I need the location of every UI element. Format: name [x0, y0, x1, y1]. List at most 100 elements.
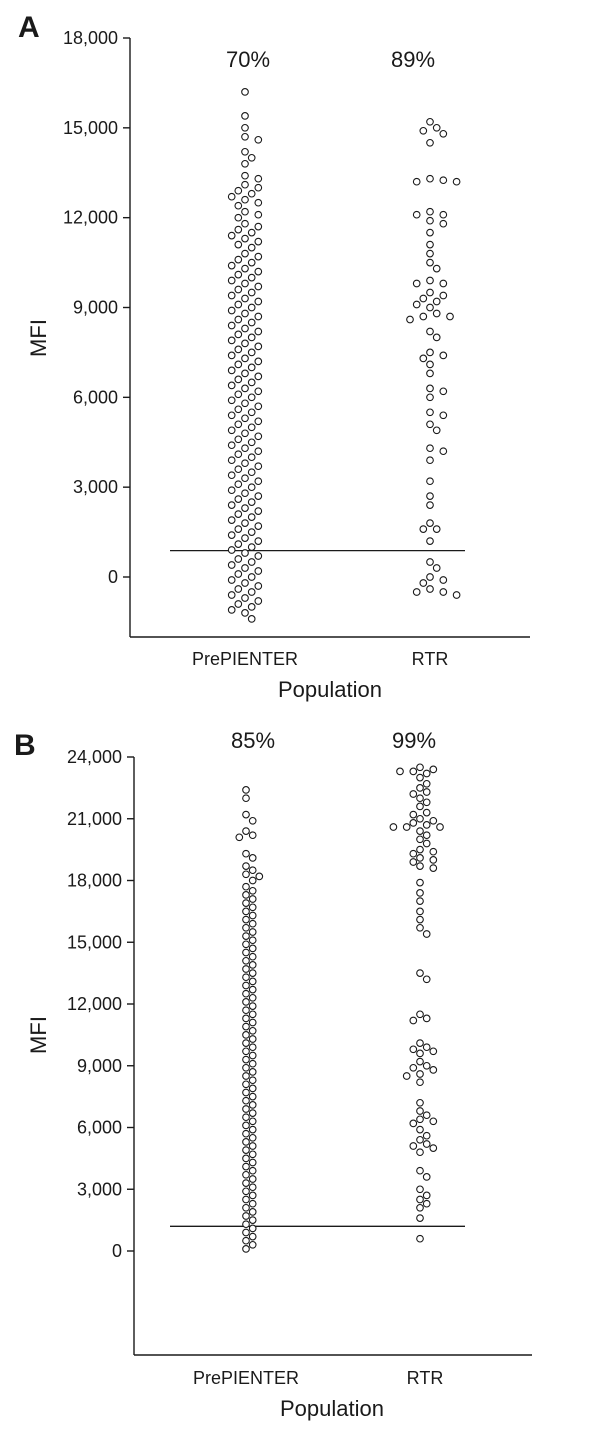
- panel-a-point-prepienter: [254, 417, 263, 426]
- panel-a-point-prepienter: [247, 513, 256, 521]
- panel-a-point-rtr: [419, 579, 428, 587]
- panel-b-point-prepienter: [248, 895, 257, 903]
- panel-a-point-prepienter: [247, 483, 256, 492]
- panel-a-point-prepienter: [254, 267, 263, 276]
- panel-a-point-prepienter: [241, 489, 249, 498]
- panel-b-point-rtr: [416, 814, 424, 823]
- panel-a-point-rtr: [419, 312, 428, 321]
- panel-b-point-rtr: [429, 816, 438, 825]
- panel-a-point-rtr: [426, 492, 434, 500]
- panel-a-point-prepienter: [254, 567, 263, 575]
- panel-b-point-rtr: [416, 1039, 424, 1047]
- panel-b-point-rtr: [416, 763, 424, 772]
- panel-a-point-prepienter: [247, 189, 256, 198]
- panel-a-point-rtr: [452, 177, 461, 186]
- panel-b-point-prepienter: [248, 1158, 257, 1167]
- panel-b-point-prepienter: [248, 831, 257, 840]
- panel-a-point-prepienter: [241, 384, 249, 393]
- panel-b-point-prepienter: [248, 1084, 257, 1093]
- panel-a-point-prepienter: [234, 390, 243, 399]
- panel-b-point-prepienter: [248, 1224, 257, 1233]
- panel-a-point-prepienter: [234, 330, 243, 339]
- panel-b-point-rtr: [409, 1063, 418, 1072]
- panel-a-point-rtr: [419, 126, 428, 135]
- panel-a-point-rtr: [426, 276, 434, 285]
- panel-a-point-rtr: [412, 210, 421, 219]
- panel-a-point-prepienter: [241, 474, 249, 483]
- panel-b-point-prepienter: [248, 1101, 257, 1109]
- panel-a-point-rtr: [426, 519, 434, 527]
- panel-b-point-rtr: [416, 784, 424, 792]
- panel-b-point-rtr: [416, 1070, 424, 1078]
- panel-a-point-rtr: [426, 420, 434, 429]
- panel-b-point-rtr: [409, 767, 418, 776]
- panel-b-point-rtr: [422, 769, 431, 778]
- panel-a-point-prepienter: [247, 273, 256, 282]
- panel-a-point-rtr: [412, 588, 421, 596]
- panel-b-point-prepienter: [242, 1129, 250, 1138]
- panel-b-point-prepienter: [248, 1068, 257, 1076]
- panel-a-point-prepienter: [254, 252, 263, 261]
- panel-b-point-rtr: [422, 1111, 431, 1120]
- panel-a-point-rtr: [432, 297, 441, 306]
- panel-a-point-prepienter: [247, 573, 256, 581]
- panel-a-point-prepienter: [227, 456, 236, 465]
- panel-b-point-prepienter: [248, 1150, 257, 1159]
- panel-b-point-prepienter: [242, 870, 250, 879]
- panel-a-point-prepienter: [227, 486, 236, 495]
- panel-a-point-prepienter: [234, 510, 243, 518]
- panel-b-point-prepienter: [242, 923, 250, 932]
- panel-a-point-prepienter: [234, 270, 243, 279]
- panel-b-point-rtr: [416, 1125, 424, 1134]
- panel-b-point-rtr: [416, 845, 424, 854]
- panel-b-point-prepienter: [248, 961, 257, 969]
- panel-a-point-prepienter: [227, 426, 236, 435]
- panel-b-point-prepienter: [248, 1183, 257, 1192]
- panel-a-point-rtr: [432, 426, 441, 435]
- panel-b-point-prepienter: [242, 1014, 250, 1023]
- panel-b-point-prepienter: [248, 1035, 257, 1043]
- panel-a-point-rtr: [439, 291, 448, 300]
- panel-b-category-label-prepienter: PrePIENTER: [193, 1368, 299, 1388]
- panel-b-point-rtr: [409, 810, 418, 819]
- panel-b-point-rtr: [422, 1140, 431, 1148]
- panel-b-point-prepienter: [242, 932, 250, 940]
- panel-b-point-prepienter: [248, 1175, 257, 1183]
- panel-b-point-rtr: [409, 819, 418, 827]
- panel-b-point-prepienter: [242, 1055, 250, 1064]
- panel-b-point-rtr: [416, 1135, 424, 1144]
- panel-a-point-prepienter: [234, 186, 243, 195]
- panel-a-point-prepienter: [234, 540, 243, 548]
- panel-b-category-label-rtr: RTR: [407, 1368, 444, 1388]
- panel-b-point-prepienter: [248, 1240, 257, 1249]
- panel-a-point-prepienter: [247, 303, 256, 312]
- panel-a-point-prepienter: [254, 327, 263, 336]
- panel-b-point-rtr: [416, 1203, 424, 1212]
- panel-b-point-prepienter: [248, 1208, 257, 1216]
- panel-a-point-prepienter: [254, 462, 263, 471]
- panel-b-point-prepienter: [248, 903, 257, 912]
- panel-a-point-prepienter: [247, 528, 256, 536]
- panel-b-point-prepienter: [242, 965, 250, 973]
- panel-a-point-prepienter: [241, 504, 249, 512]
- panel-a-category-label-prepienter: PrePIENTER: [192, 649, 298, 669]
- panel-a-point-rtr: [426, 384, 434, 393]
- panel-a-point-prepienter: [234, 555, 243, 563]
- panel-a-point-prepienter: [234, 225, 243, 234]
- panel-a-point-prepienter: [241, 279, 249, 288]
- panel-a-y-tick-label: 3,000: [73, 477, 118, 497]
- panel-a-point-prepienter: [241, 339, 249, 348]
- panel-b-point-prepienter: [242, 1047, 250, 1056]
- panel-b-point-prepienter: [248, 886, 257, 895]
- panel-a-point-prepienter: [254, 432, 263, 441]
- panel-b-point-prepienter: [242, 1245, 250, 1253]
- panel-a-point-rtr: [419, 294, 428, 303]
- panel-a-point-rtr: [412, 300, 421, 309]
- panel-b-y-tick-label: 15,000: [67, 932, 122, 952]
- panel-b-point-rtr: [416, 1166, 424, 1175]
- panel-a-point-prepienter: [247, 423, 256, 432]
- panel-a-point-prepienter: [247, 543, 256, 551]
- panel-a-point-prepienter: [247, 558, 256, 566]
- panel-a-point-prepienter: [227, 471, 236, 480]
